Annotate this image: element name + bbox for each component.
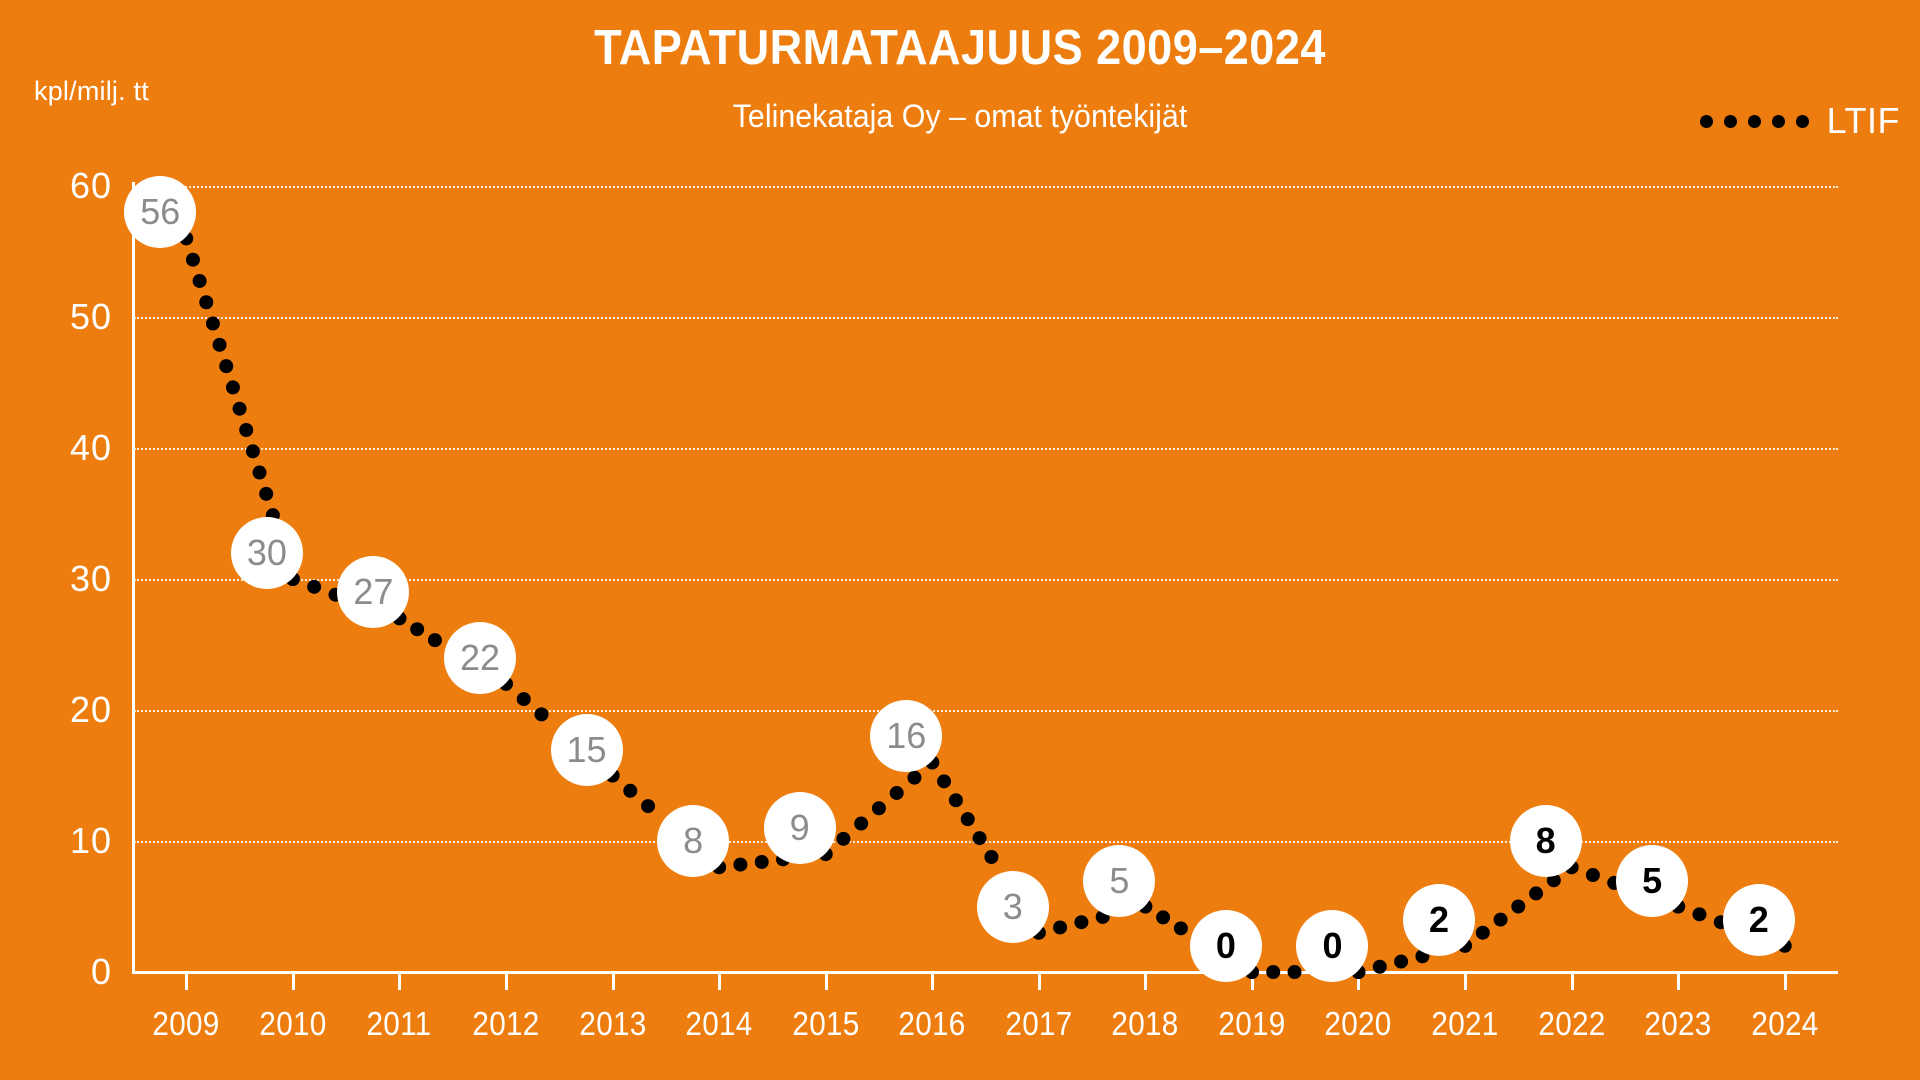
data-point-marker: 2: [1403, 883, 1476, 956]
y-axis-line: [132, 182, 135, 974]
x-axis-tick: [1464, 974, 1468, 990]
x-axis-tick-label: 2014: [685, 1005, 753, 1042]
x-axis-tick: [824, 974, 828, 990]
chart-title: TAPATURMATAAJUUS 2009–2024: [594, 21, 1326, 75]
data-point-value-label: 2: [1748, 898, 1769, 940]
gridline: [134, 448, 1838, 450]
data-point-value-label: 0: [1322, 925, 1343, 966]
data-point-value-label: 27: [353, 571, 394, 613]
gridline: [134, 710, 1838, 712]
x-axis-tick: [1250, 974, 1254, 990]
x-axis-tick: [1570, 974, 1574, 990]
y-axis-tick-label: 50: [69, 296, 112, 337]
x-axis-tick-label: 2011: [366, 1005, 432, 1042]
y-axis-tick-label: 30: [69, 558, 112, 599]
data-point-marker: 5: [1083, 844, 1156, 917]
data-point-value-label: 30: [246, 532, 287, 573]
x-axis-tick: [185, 974, 189, 990]
x-axis-tick: [611, 974, 615, 990]
data-point-marker: 2: [1722, 883, 1795, 956]
y-axis-unit-label: kpl/milj. tt: [34, 76, 149, 106]
x-axis-tick-label: 2023: [1644, 1005, 1712, 1042]
x-axis-tick: [1783, 974, 1787, 990]
data-point-marker: 3: [976, 870, 1049, 943]
data-point-value-label: 56: [140, 191, 181, 233]
x-axis-tick-label: 2022: [1538, 1005, 1606, 1042]
x-axis-tick-label: 2016: [898, 1005, 966, 1042]
x-axis-tick: [504, 974, 508, 990]
data-point-marker: 9: [763, 792, 836, 865]
data-point-value-label: 5: [1109, 859, 1130, 901]
data-point-value-label: 16: [886, 715, 927, 757]
legend-label-ltif: LTIF: [1826, 100, 1900, 141]
data-point-marker: 30: [230, 517, 303, 589]
legend-dot: [1795, 114, 1809, 128]
legend-dot: [1723, 114, 1737, 128]
x-axis-tick: [1677, 974, 1681, 990]
x-axis-line: [132, 971, 1838, 974]
data-point-value-label: 0: [1215, 925, 1236, 966]
y-axis-tick-label: 40: [69, 427, 112, 468]
data-point-value-label: 8: [1535, 820, 1556, 862]
data-point-value-label: 9: [789, 807, 810, 849]
chart-subtitle: Telinekataja Oy – omat työntekijät: [732, 98, 1188, 134]
y-axis-tick-label: 10: [69, 820, 112, 861]
x-axis-tick: [1357, 974, 1361, 990]
data-point-marker: 8: [1509, 805, 1582, 878]
data-point-value-label: 8: [683, 820, 704, 862]
x-axis-tick: [291, 974, 295, 990]
data-point-value-label: 2: [1429, 898, 1450, 940]
data-point-value-label: 3: [1002, 885, 1023, 927]
data-point-value-label: 22: [459, 636, 500, 678]
x-axis-tick: [1037, 974, 1041, 990]
data-point-marker: 16: [870, 700, 943, 773]
x-axis-tick-label: 2020: [1324, 1005, 1393, 1042]
legend-dot: [1771, 114, 1785, 128]
legend-dot: [1699, 114, 1713, 128]
data-point-marker: 0: [1189, 910, 1262, 982]
legend-dot: [1747, 114, 1761, 128]
data-point-value-label: 5: [1642, 859, 1663, 901]
y-axis-tick-label: 0: [90, 951, 112, 992]
x-axis-tick-label: 2017: [1005, 1005, 1073, 1042]
legend-line-sample-icon: [1699, 114, 1809, 128]
gridline: [134, 317, 1838, 319]
x-axis-tick-label: 2024: [1751, 1005, 1819, 1042]
data-point-marker: 22: [443, 621, 516, 694]
gridline: [134, 579, 1838, 581]
x-axis-tick-label: 2019: [1218, 1005, 1286, 1042]
x-axis-tick-label: 2012: [472, 1005, 540, 1042]
data-point-marker: 27: [337, 556, 410, 629]
data-point-value-label: 15: [566, 728, 607, 770]
x-axis-tick: [1144, 974, 1148, 990]
data-point-marker: 5: [1616, 844, 1689, 917]
x-axis-tick: [718, 974, 722, 990]
x-axis-tick-label: 2013: [578, 1005, 647, 1042]
chart-legend: LTIF: [1699, 100, 1900, 142]
gridline: [134, 841, 1838, 843]
x-axis-tick-label: 2009: [152, 1005, 220, 1042]
x-axis-tick-label: 2021: [1431, 1005, 1499, 1042]
data-point-marker: 8: [657, 805, 730, 878]
x-axis-tick-label: 2018: [1111, 1005, 1179, 1042]
x-axis-tick: [931, 974, 935, 990]
data-point-marker: 15: [550, 713, 623, 786]
y-axis-tick-label: 60: [69, 165, 112, 206]
data-point-marker: 0: [1296, 910, 1369, 982]
gridline: [134, 186, 1838, 188]
data-point-marker: 56: [124, 176, 197, 249]
x-axis-tick: [398, 974, 402, 990]
y-axis-tick-label: 20: [69, 689, 112, 730]
x-axis-tick-label: 2015: [792, 1005, 860, 1042]
x-axis-tick-label: 2010: [259, 1005, 327, 1042]
